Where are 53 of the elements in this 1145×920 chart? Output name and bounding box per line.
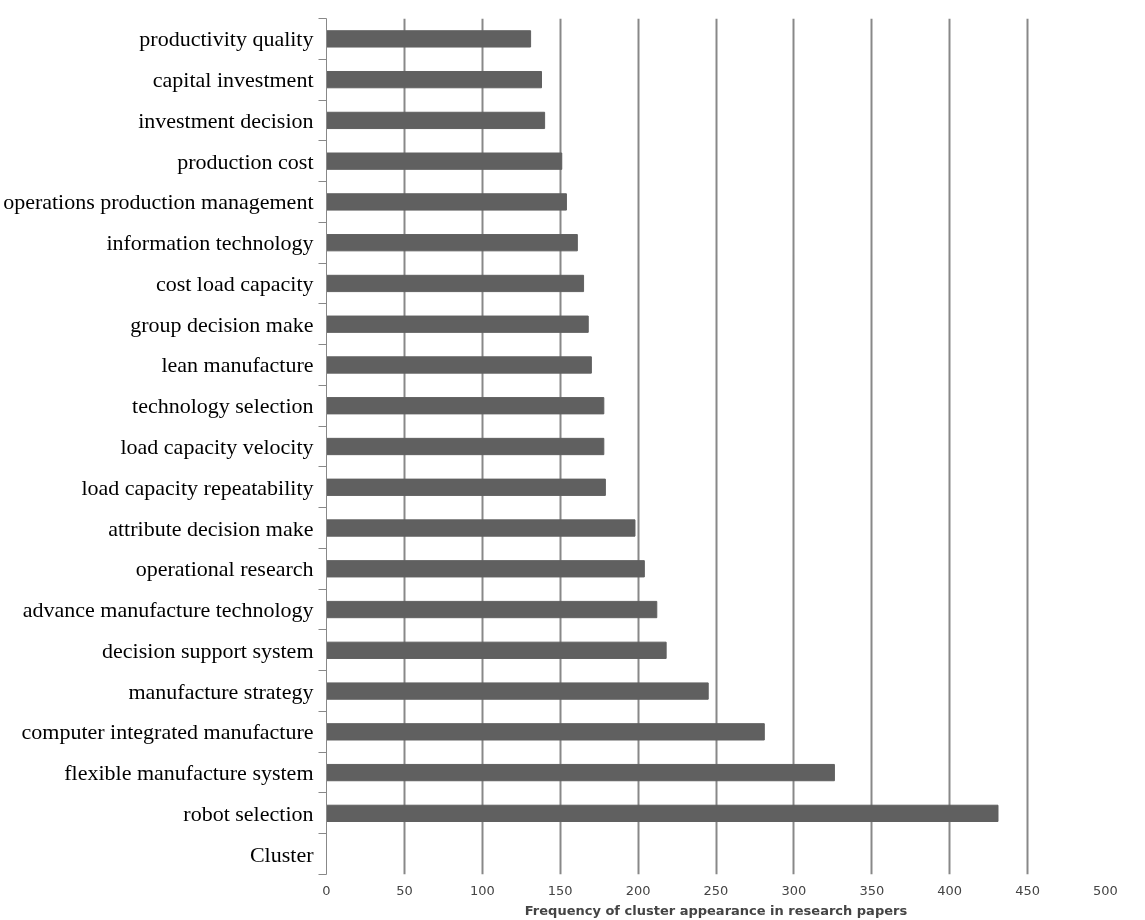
bar	[326, 641, 667, 659]
y-tick-label: decision support system	[102, 637, 314, 663]
x-tick-label: 250	[703, 882, 729, 898]
y-tick-label: information technology	[106, 230, 314, 256]
bar	[326, 193, 567, 211]
y-tick-label: cost load capacity	[155, 270, 314, 296]
x-tick-label: 350	[859, 882, 885, 898]
bar	[326, 682, 709, 700]
bar	[326, 274, 585, 293]
y-tick-label: lean manufacture	[161, 352, 314, 378]
y-tick-label: productivity quality	[139, 26, 314, 52]
x-tick-label: 150	[547, 882, 573, 898]
bar	[326, 723, 765, 741]
bar	[326, 560, 645, 578]
bar	[326, 397, 605, 415]
y-tick-label: load capacity repeatability	[81, 474, 314, 500]
y-tick-label: flexible manufacture system	[64, 760, 314, 786]
bar	[326, 70, 542, 89]
bar	[326, 315, 589, 333]
y-tick-label: production cost	[177, 148, 314, 174]
bar	[326, 763, 835, 782]
y-tick-label: computer integrated manufacture	[21, 719, 314, 745]
y-tick-label: attribute decision make	[108, 515, 314, 541]
y-tick-label: group decision make	[130, 311, 314, 337]
x-tick-label: 500	[1093, 882, 1118, 898]
bar	[326, 356, 592, 374]
y-tick-label: load capacity velocity	[120, 434, 314, 459]
x-tick-label: 0	[322, 882, 331, 898]
y-tick-label: capital investment	[152, 67, 314, 93]
bar	[326, 152, 563, 170]
y-tick-label: manufacture strategy	[128, 678, 314, 704]
x-tick-label: 100	[469, 882, 495, 898]
bar	[326, 437, 605, 456]
x-tick-label: 300	[781, 882, 807, 898]
y-tick-label: investment decision	[138, 107, 314, 133]
bar	[326, 234, 578, 252]
y-tick-label: advance manufacture technology	[22, 597, 314, 623]
x-axis-title: Frequency of cluster appearance in research papers	[524, 902, 908, 918]
bar	[326, 30, 532, 48]
bar	[326, 804, 999, 823]
bar	[326, 519, 636, 537]
x-tick-label: 200	[625, 882, 651, 898]
y-tick-label: Cluster	[249, 841, 315, 867]
y-tick-label: robot selection	[183, 800, 314, 826]
y-tick-label: operations production management	[3, 189, 314, 215]
y-tick-label: operational research	[135, 556, 314, 582]
y-tick-label: technology selection	[132, 393, 314, 419]
bar	[326, 600, 658, 619]
x-tick-label: 400	[937, 882, 963, 898]
bar	[326, 111, 546, 130]
x-tick-label: 450	[1015, 882, 1041, 898]
x-tick-label: 50	[396, 882, 413, 898]
bar	[326, 478, 606, 496]
